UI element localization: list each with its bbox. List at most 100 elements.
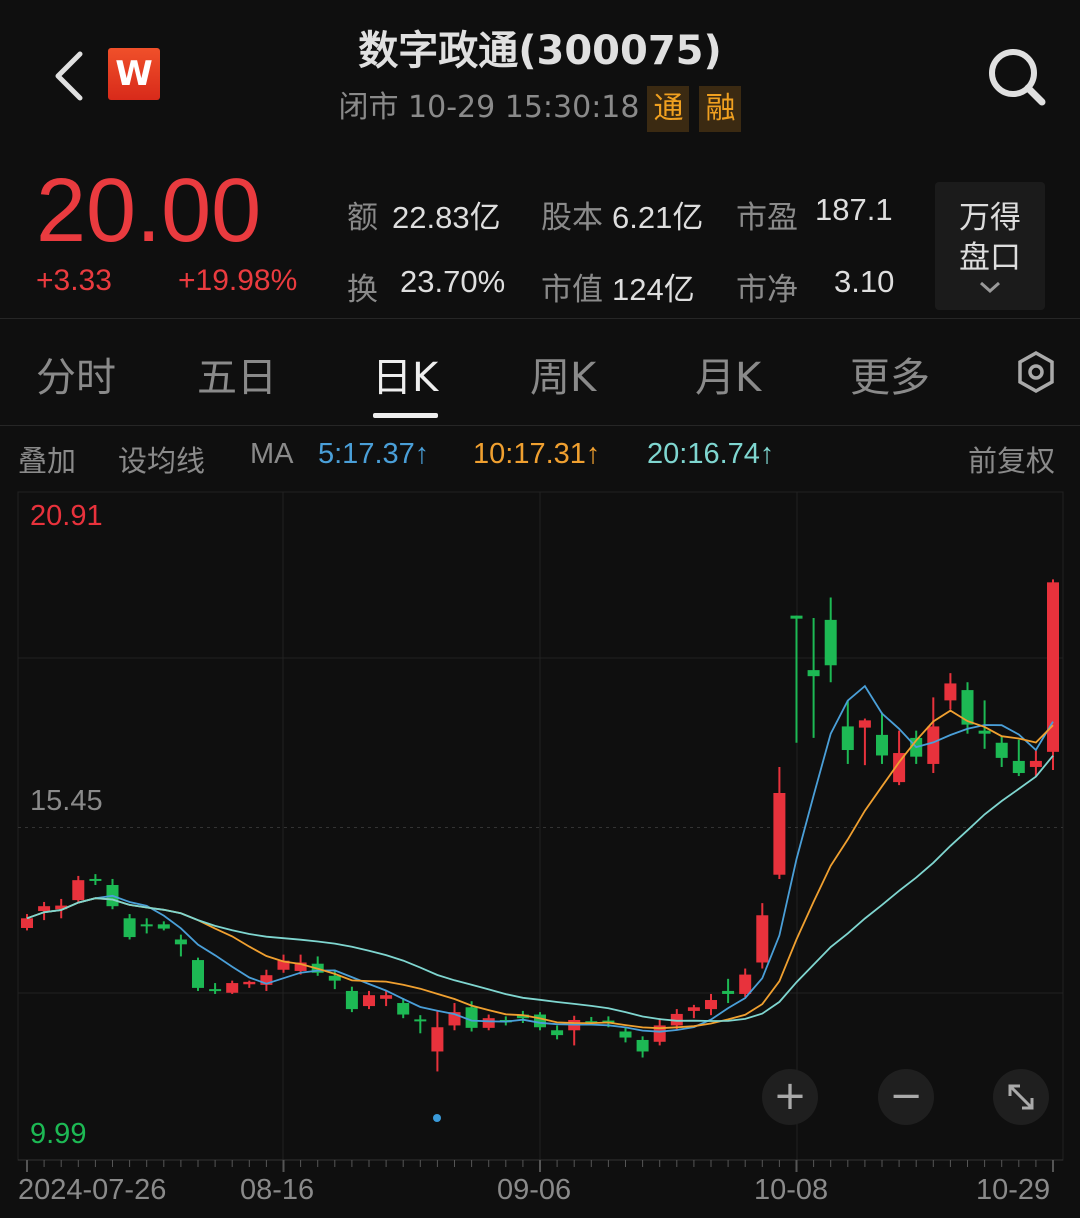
candle xyxy=(824,597,837,683)
tab-more[interactable]: 更多 xyxy=(850,355,930,401)
ma5-line xyxy=(26,684,1054,1033)
chart-settings-icon[interactable] xyxy=(1016,350,1056,394)
candle-body xyxy=(277,960,290,970)
candle-body xyxy=(653,1025,666,1042)
expand-icon xyxy=(1008,1084,1034,1110)
tab-intraday[interactable]: 分时 xyxy=(36,355,116,401)
candle xyxy=(961,682,974,734)
tab-monthly-k[interactable]: 月K xyxy=(695,355,762,401)
candle-body xyxy=(209,989,222,992)
candle-body xyxy=(123,918,136,938)
stat-value-shares: 6.21亿 xyxy=(612,200,704,235)
tab-daily-k[interactable]: 日K xyxy=(372,355,439,401)
price-change: +3.33 xyxy=(36,264,112,297)
x-label-2: 09-06 xyxy=(497,1174,572,1206)
candle-body xyxy=(756,915,769,963)
candle xyxy=(260,969,273,991)
candle-body xyxy=(773,792,786,875)
set-ma-button[interactable]: 设均线 xyxy=(118,446,206,478)
candle-body xyxy=(397,1003,410,1015)
candle xyxy=(1012,739,1025,777)
last-price: 20.00 xyxy=(36,161,262,261)
candle xyxy=(807,618,820,738)
candle xyxy=(893,730,906,786)
candle-body xyxy=(55,905,68,910)
candle-body xyxy=(1047,582,1059,752)
candle xyxy=(876,712,888,764)
candle xyxy=(226,980,239,994)
candle-body xyxy=(670,1013,683,1026)
candles xyxy=(21,579,1059,1072)
chevron-down-icon xyxy=(980,281,1000,294)
stat-value-pb: 3.10 xyxy=(834,264,895,299)
candle-body xyxy=(927,726,940,764)
ma5-value: 5:17.37↑ xyxy=(318,438,430,470)
candle xyxy=(773,766,786,879)
x-label-3: 10-08 xyxy=(754,1174,829,1206)
candle xyxy=(995,736,1008,767)
candle xyxy=(619,1027,632,1043)
candle-body xyxy=(140,924,153,927)
candle xyxy=(790,615,803,743)
candle-body xyxy=(516,1014,529,1019)
x-label-4: 10-29 xyxy=(976,1174,1051,1206)
candle-body xyxy=(38,906,51,912)
zoom-in-button[interactable]: + xyxy=(762,1069,818,1125)
search-icon[interactable] xyxy=(985,45,1049,109)
stat-value-pe: 187.1 xyxy=(815,192,893,227)
candle-body xyxy=(944,683,957,701)
candle xyxy=(431,1010,444,1072)
stat-label-pb: 市净 xyxy=(736,272,798,308)
stat-value-turnover: 23.70% xyxy=(400,264,506,299)
stat-label-shares: 股本 xyxy=(541,200,603,236)
stat-value-amount: 22.83亿 xyxy=(392,200,501,235)
adjust-mode-button[interactable]: 前复权 xyxy=(968,446,1056,478)
candle xyxy=(687,1004,700,1019)
wind-logo[interactable]: W xyxy=(108,48,160,100)
candle xyxy=(21,914,33,931)
wind-panel-button[interactable]: 万得 盘口 xyxy=(935,182,1045,310)
event-marker[interactable] xyxy=(433,1114,441,1122)
candle xyxy=(739,968,752,997)
candle xyxy=(72,875,85,904)
minus-icon: − xyxy=(889,1073,923,1119)
candle xyxy=(568,1015,581,1046)
candle xyxy=(551,1025,564,1040)
candle-body xyxy=(841,726,854,751)
candle xyxy=(841,700,854,764)
candle-body xyxy=(893,753,906,783)
back-chevron-icon[interactable] xyxy=(48,48,88,104)
tab-weekly-k[interactable]: 周K xyxy=(530,355,597,401)
candle xyxy=(1029,750,1042,777)
fullscreen-button[interactable] xyxy=(993,1069,1049,1125)
candle xyxy=(482,1014,495,1031)
ma20-value: 20:16.74↑ xyxy=(647,438,775,470)
candle-body xyxy=(380,995,393,999)
chart-grid xyxy=(17,491,1064,1172)
candle xyxy=(636,1036,649,1058)
tab-five-day[interactable]: 五日 xyxy=(197,355,277,401)
candle-body xyxy=(89,878,102,881)
candle xyxy=(277,954,290,973)
overlay-button[interactable]: 叠加 xyxy=(18,446,77,478)
stat-label-turnover: 换 xyxy=(347,272,378,308)
candle-body xyxy=(1029,760,1042,767)
candle-body xyxy=(636,1039,649,1052)
candle xyxy=(1047,579,1059,770)
candle-body xyxy=(294,962,307,971)
y-mid-label: 15.45 xyxy=(30,785,103,817)
candle-body xyxy=(174,939,187,945)
candle-body xyxy=(72,880,85,901)
candle-body xyxy=(260,975,273,985)
candle xyxy=(448,1003,461,1031)
candle-body xyxy=(431,1027,444,1052)
zoom-out-button[interactable]: − xyxy=(878,1069,934,1125)
candle-body xyxy=(551,1030,564,1036)
ma-lines xyxy=(26,684,1054,1033)
candle xyxy=(38,901,51,921)
candle-body xyxy=(465,1007,478,1028)
candle-body xyxy=(226,983,239,993)
candle-body xyxy=(363,995,375,1007)
candle xyxy=(858,718,871,766)
